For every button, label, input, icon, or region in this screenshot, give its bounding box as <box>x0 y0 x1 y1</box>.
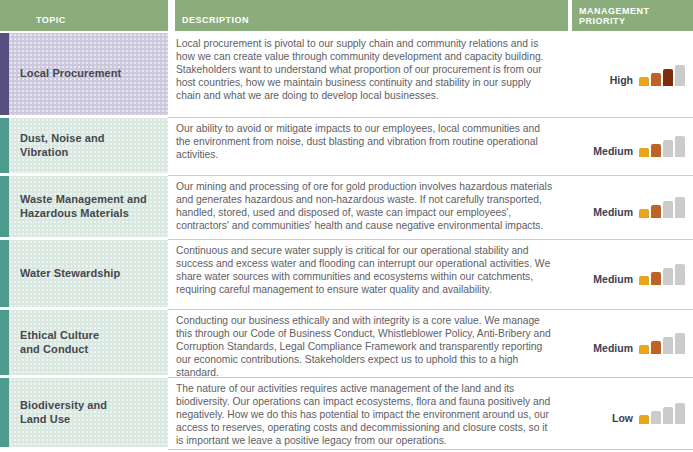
row-content: Our ability to avoid or mitigate impacts… <box>168 118 693 176</box>
priority-bar <box>639 209 649 218</box>
row-content: Our mining and processing of ore for gol… <box>168 176 693 240</box>
row-content: Conducting our business ethically and wi… <box>168 310 693 378</box>
table-row: Waste Management and Hazardous Materials… <box>0 176 693 240</box>
topic-cell-block: Biodiversity and Land Use <box>0 378 168 450</box>
description-text: Our mining and processing of ore for gol… <box>168 176 572 239</box>
topic-label: Water Stewardship <box>20 267 120 281</box>
priority-cell: Medium <box>572 118 693 175</box>
priority-bar <box>663 140 673 157</box>
description-text: The nature of our activities requires ac… <box>168 378 572 449</box>
header-priority-cell: MANAGEMENT PRIORITY <box>572 0 693 31</box>
table-row: Water Stewardship Continuous and secure … <box>0 240 693 310</box>
priority-bar <box>639 77 649 86</box>
topic-label: Local Procurement <box>20 67 121 81</box>
table-row: Dust, Noise and Vibration Our ability to… <box>0 118 693 176</box>
priority-bar <box>651 411 661 424</box>
materiality-table: TOPIC DESCRIPTION MANAGEMENT PRIORITY Lo… <box>0 0 693 452</box>
priority-bar <box>675 403 685 424</box>
header-description-cell: DESCRIPTION <box>175 0 568 31</box>
topic-cell: Dust, Noise and Vibration <box>9 118 168 173</box>
topic-accent-bar <box>0 33 9 115</box>
topic-cell-block: Dust, Noise and Vibration <box>0 118 168 176</box>
description-text: Continuous and secure water supply is cr… <box>168 240 572 309</box>
priority-bar <box>639 415 649 424</box>
priority-bar <box>663 407 673 424</box>
priority-bar <box>675 333 685 354</box>
topic-cell: Local Procurement <box>9 33 168 115</box>
header-topic-cell: TOPIC <box>0 0 168 31</box>
topic-label: Ethical Culture and Conduct <box>20 329 99 356</box>
priority-label: Low <box>612 413 633 424</box>
priority-bars-icon <box>637 197 685 218</box>
priority-cell: Medium <box>572 240 693 309</box>
topic-cell: Waste Management and Hazardous Materials <box>9 176 168 237</box>
priority-bar <box>663 69 673 86</box>
topic-cell: Biodiversity and Land Use <box>9 378 168 447</box>
priority-cell: Medium <box>572 310 693 377</box>
priority-bar <box>651 205 661 218</box>
priority-bar <box>639 345 649 354</box>
priority-bar <box>675 197 685 218</box>
topic-accent-bar <box>0 240 9 307</box>
priority-bar <box>639 148 649 157</box>
header-topic-label: TOPIC <box>36 15 66 26</box>
row-content: Local procurement is pivotal to our supp… <box>168 33 693 118</box>
table-row: Ethical Culture and Conduct Conducting o… <box>0 310 693 378</box>
priority-label: High <box>610 75 633 86</box>
priority-label: Medium <box>593 343 633 354</box>
topic-label: Waste Management and Hazardous Materials <box>20 193 147 220</box>
table-row: Local Procurement Local procurement is p… <box>0 33 693 118</box>
topic-accent-bar <box>0 310 9 375</box>
priority-indicator: Medium <box>593 197 685 218</box>
topic-accent-bar <box>0 378 9 447</box>
priority-indicator: Medium <box>593 264 685 285</box>
priority-bar <box>639 276 649 285</box>
priority-label: Medium <box>593 146 633 157</box>
header-priority-label: MANAGEMENT PRIORITY <box>579 6 667 27</box>
priority-bar <box>651 144 661 157</box>
priority-indicator: Medium <box>593 136 685 157</box>
priority-bar <box>663 337 673 354</box>
priority-bar <box>675 264 685 285</box>
topic-cell-block: Local Procurement <box>0 33 168 118</box>
priority-bars-icon <box>637 136 685 157</box>
priority-cell: High <box>572 33 693 117</box>
priority-bars-icon <box>637 333 685 354</box>
priority-bar <box>663 268 673 285</box>
description-text: Conducting our business ethically and wi… <box>168 310 572 377</box>
priority-bar <box>663 201 673 218</box>
priority-bar <box>675 65 685 86</box>
priority-cell: Medium <box>572 176 693 239</box>
priority-bar <box>675 136 685 157</box>
priority-cell: Low <box>572 378 693 449</box>
topic-accent-bar <box>0 118 9 173</box>
topic-cell: Ethical Culture and Conduct <box>9 310 168 375</box>
priority-label: Medium <box>593 274 633 285</box>
priority-indicator: High <box>610 65 685 86</box>
description-text: Local procurement is pivotal to our supp… <box>168 33 572 117</box>
header-column-divider <box>168 0 175 31</box>
description-text: Our ability to avoid or mitigate impacts… <box>168 118 572 175</box>
priority-bar <box>651 73 661 86</box>
topic-label: Biodiversity and Land Use <box>20 399 107 426</box>
topic-cell: Water Stewardship <box>9 240 168 307</box>
topic-cell-block: Water Stewardship <box>0 240 168 310</box>
priority-bars-icon <box>637 403 685 424</box>
topic-cell-block: Ethical Culture and Conduct <box>0 310 168 378</box>
priority-bar <box>651 341 661 354</box>
priority-indicator: Medium <box>593 333 685 354</box>
priority-bar <box>651 272 661 285</box>
priority-bars-icon <box>637 264 685 285</box>
topic-cell-block: Waste Management and Hazardous Materials <box>0 176 168 240</box>
header-description-label: DESCRIPTION <box>182 15 249 26</box>
priority-bars-icon <box>637 65 685 86</box>
row-content: The nature of our activities requires ac… <box>168 378 693 450</box>
topic-accent-bar <box>0 176 9 237</box>
row-content: Continuous and secure water supply is cr… <box>168 240 693 310</box>
topic-label: Dust, Noise and Vibration <box>20 132 105 159</box>
priority-label: Medium <box>593 207 633 218</box>
table-row: Biodiversity and Land Use The nature of … <box>0 378 693 450</box>
table-header-row: TOPIC DESCRIPTION MANAGEMENT PRIORITY <box>0 0 693 31</box>
priority-indicator: Low <box>612 403 685 424</box>
